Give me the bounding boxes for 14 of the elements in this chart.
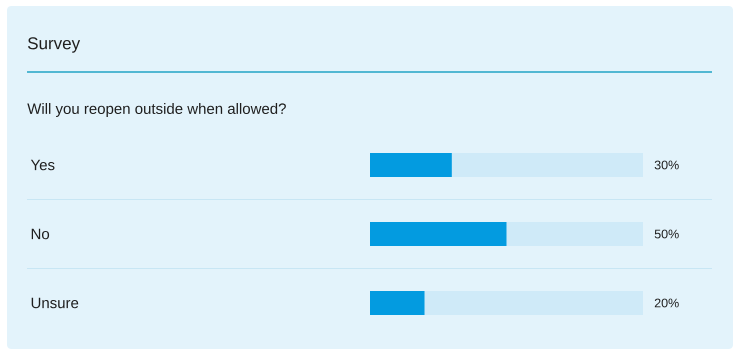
bar — [424, 290, 643, 315]
y-tick-label: Unsure — [32, 298, 78, 308]
bar — [370, 222, 506, 246]
y-tick-label: No — [32, 228, 50, 240]
y-tick-label: Yes — [30, 160, 54, 170]
bar — [506, 222, 643, 246]
data-label: 20% — [654, 298, 679, 308]
data-label: 30% — [654, 160, 679, 170]
bar — [370, 152, 452, 177]
data-label: 50% — [654, 230, 679, 238]
text: Survey — [28, 37, 80, 53]
bar — [452, 152, 643, 177]
text: Will you reopen outside when allowed? — [27, 103, 286, 117]
bar — [370, 290, 425, 315]
